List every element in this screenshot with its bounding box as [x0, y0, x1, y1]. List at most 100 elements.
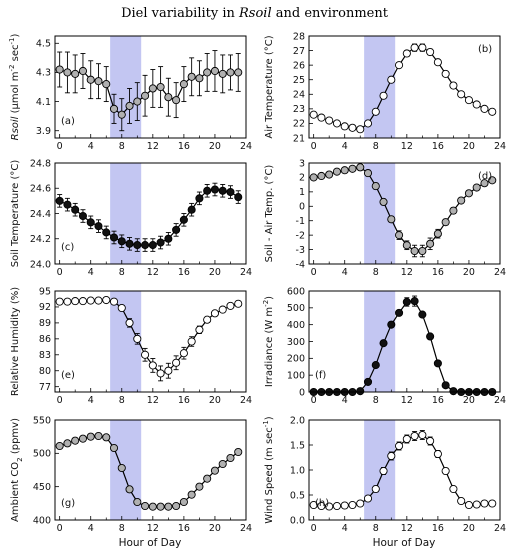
x-tick-label: 20: [463, 395, 475, 406]
series-line: [313, 47, 493, 130]
y-tick-label: 86: [39, 334, 51, 345]
data-point: [387, 451, 396, 461]
data-point: [133, 97, 142, 106]
data-point: [71, 205, 80, 214]
data-point: [164, 93, 173, 102]
y-tick-label: 2: [299, 173, 305, 184]
y-axis-label: Irradiance (W m-2): [262, 296, 275, 387]
y-tick-label: 500: [33, 449, 51, 460]
data-point: [63, 297, 72, 306]
plot-frame: [54, 35, 247, 139]
data-point: [210, 185, 219, 194]
data-point: [71, 69, 80, 78]
x-tick-label: 4: [88, 141, 94, 152]
plot-frame: [54, 290, 247, 393]
data-point: [133, 497, 142, 507]
x-tick-label: 8: [119, 267, 125, 278]
y-axis-label: Rsoil (µmol m-2 sec-1): [8, 34, 21, 141]
data-point: [63, 200, 72, 209]
x-tick-label: 20: [209, 267, 221, 278]
data-point: [117, 463, 126, 473]
y-tick-label: 0.0: [290, 515, 305, 526]
data-point: [371, 484, 380, 494]
data-point: [480, 179, 489, 188]
y-tick-label: 1.5: [290, 440, 305, 451]
data-point: [379, 466, 388, 476]
data-point: [395, 441, 404, 451]
panel-label: (e): [61, 370, 75, 381]
y-tick-label: -4: [296, 259, 305, 270]
plot-frame: [308, 290, 501, 393]
y-axis-label: Ambient CO2 (ppmv): [10, 418, 24, 522]
data-point: [433, 229, 442, 238]
panel-c: 0 4 8 12 16 20 24 24.0 24.2 24.4 24.6 24.8 Soil Temp…: [10, 158, 252, 278]
data-point: [55, 441, 64, 451]
x-tick-label: 16: [432, 395, 444, 406]
data-point: [226, 301, 235, 310]
x-tick-label: 16: [178, 395, 190, 406]
data-point: [141, 350, 150, 359]
data-point: [86, 75, 95, 84]
x-tick-label: 12: [401, 141, 413, 152]
y-tick-label: -3: [296, 245, 305, 256]
data-point: [187, 72, 196, 81]
data-point: [395, 61, 404, 70]
x-tick-label: 20: [463, 267, 475, 278]
x-tick-label: 12: [401, 267, 413, 278]
x-tick-label: 20: [209, 395, 221, 406]
y-tick-label: 450: [33, 482, 51, 493]
y-tick-label: -2: [296, 230, 305, 241]
data-point: [464, 500, 473, 510]
y-tick-label: 89: [39, 318, 51, 329]
data-point: [356, 499, 365, 508]
data-point: [187, 490, 196, 499]
x-tick-label: 12: [147, 141, 159, 152]
panel-label: (d): [478, 171, 492, 182]
data-point: [218, 186, 227, 195]
data-point: [164, 502, 173, 511]
data-point: [363, 169, 373, 178]
data-point: [102, 433, 111, 442]
y-tick-label: 0: [299, 387, 305, 398]
panel-label: (b): [478, 44, 492, 55]
data-point: [109, 104, 119, 113]
data-point: [340, 166, 349, 175]
y-tick-label: 4.3: [36, 68, 51, 79]
figure-title: Diel variability in Rsoil and environmen…: [121, 6, 389, 21]
x-tick-label: 20: [209, 141, 221, 152]
y-tick-label: 21: [293, 133, 305, 144]
data-point: [78, 66, 88, 76]
x-tick-label: 8: [119, 523, 125, 534]
data-point: [203, 315, 212, 324]
y-tick-label: 95: [39, 286, 51, 297]
data-point: [203, 68, 212, 77]
data-point: [55, 196, 64, 205]
data-point: [55, 65, 64, 74]
data-point: [464, 189, 473, 198]
data-point: [226, 187, 235, 197]
data-point: [156, 369, 165, 378]
data-point: [356, 387, 365, 396]
data-point: [141, 501, 150, 511]
data-point: [387, 75, 396, 84]
data-point: [125, 101, 134, 110]
y-tick-label: 24.2: [30, 234, 51, 245]
y-tick-label: 2.0: [290, 415, 305, 426]
data-point: [387, 215, 396, 224]
data-point: [172, 225, 181, 234]
x-tick-label: 12: [147, 395, 159, 406]
data-point: [203, 186, 212, 195]
data-point: [387, 320, 396, 329]
panel-e: 0 4 8 12 16 20 24 77 80 83 86 89 92 95 Relative Humidi…: [10, 286, 252, 406]
panel-a: 0 4 8 12 16 20 24 3.9 4.1 4.3 4.5 Rsoil (µmol m-2 s…: [8, 34, 252, 152]
y-tick-label: 4.1: [36, 97, 51, 108]
data-point: [340, 122, 349, 131]
x-tick-label: 24: [240, 523, 252, 534]
data-point: [187, 337, 196, 346]
data-point: [332, 501, 342, 511]
panel-g: 0 4 8 12 16 20 24 400 450 500 550 Ambient CO2 (ppmv…: [10, 415, 252, 534]
x-tick-label: 8: [373, 395, 379, 406]
data-point: [309, 500, 318, 510]
data-point: [418, 310, 427, 319]
data-point: [141, 241, 150, 250]
